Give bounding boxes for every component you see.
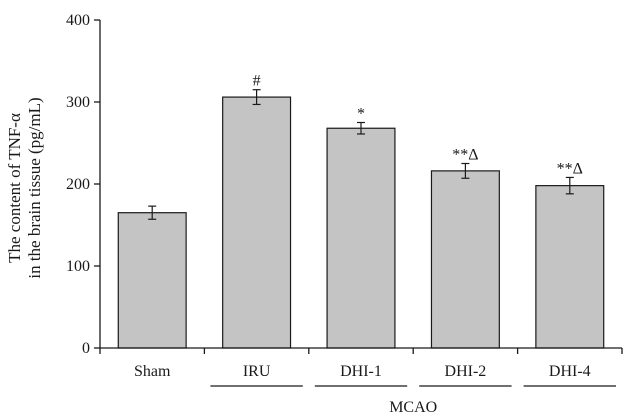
y-axis-title: The content of TNF-α in the brain tissue… xyxy=(5,97,44,278)
bar xyxy=(117,212,187,349)
x-tick-label: DHI-2 xyxy=(445,363,487,380)
y-tick-label: 100 xyxy=(66,258,90,275)
group-label: MCAO xyxy=(389,399,437,416)
bar xyxy=(326,127,396,349)
bar xyxy=(430,170,500,349)
significance-label: * xyxy=(357,106,365,123)
bar xyxy=(222,96,292,349)
mcao-group-bracket: MCAO xyxy=(210,385,616,416)
significance-label: **Δ xyxy=(452,147,478,164)
y-axis-title-line2: in the brain tissue (pg/mL) xyxy=(25,97,44,278)
y-tick-label: 400 xyxy=(66,12,90,29)
significance-label: **Δ xyxy=(557,160,583,177)
bars-group: # * **Δ **Δ xyxy=(117,73,605,349)
x-tick-label: IRU xyxy=(243,363,271,380)
y-axis-title-line1: The content of TNF-α xyxy=(5,113,24,263)
x-tick-label: Sham xyxy=(134,363,171,380)
y-axis: 0 100 200 300 400 xyxy=(66,12,101,357)
bar xyxy=(535,185,605,349)
x-axis: Sham IRU DHI-1 DHI-2 DHI-4 xyxy=(99,347,623,380)
significance-label: # xyxy=(253,73,261,90)
y-tick-label: 200 xyxy=(66,176,90,193)
x-tick-label: DHI-4 xyxy=(549,363,591,380)
y-tick-label: 0 xyxy=(82,340,90,357)
x-tick-label: DHI-1 xyxy=(340,363,382,380)
y-tick-label: 300 xyxy=(66,94,90,111)
